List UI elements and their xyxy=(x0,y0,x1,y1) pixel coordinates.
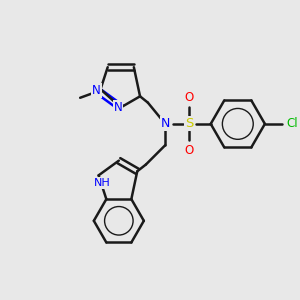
Text: N: N xyxy=(113,101,122,114)
Text: N: N xyxy=(160,117,170,130)
Text: O: O xyxy=(185,91,194,104)
Text: Cl: Cl xyxy=(286,117,298,130)
Text: N: N xyxy=(92,84,101,97)
Text: O: O xyxy=(185,143,194,157)
Text: NH: NH xyxy=(94,178,111,188)
Text: S: S xyxy=(185,117,194,130)
